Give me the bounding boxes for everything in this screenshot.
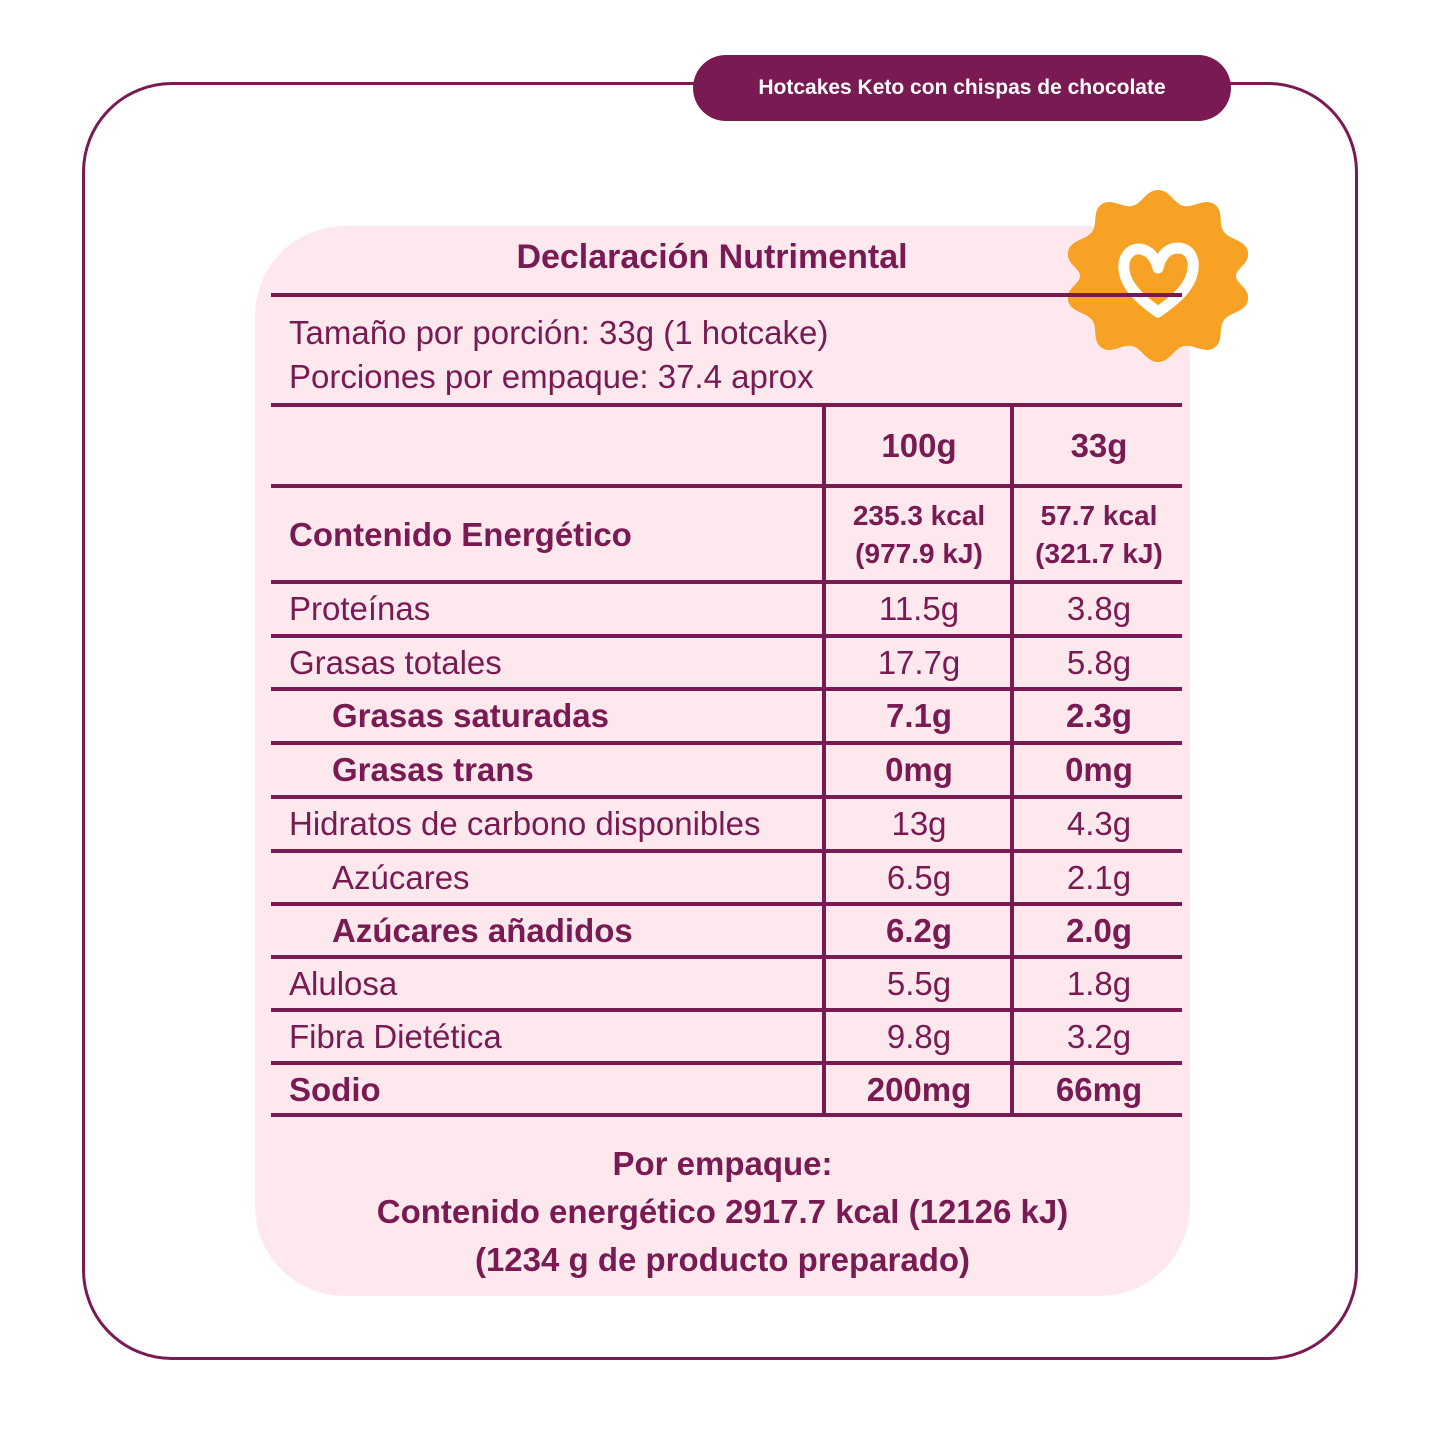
row-label-grasas-trans: Grasas trans (332, 751, 534, 788)
row-label-azucares: Azúcares (332, 859, 470, 896)
row-value-33g: 3.2g (1066, 1018, 1132, 1055)
servings-per-package: Porciones por empaque: 37.4 aprox (289, 358, 814, 395)
heart-icon (1068, 190, 1248, 362)
divider (271, 1061, 1182, 1065)
product-tag: Hotcakes Keto con chispas de chocolate (693, 55, 1231, 121)
row-value-100g: 0mg (885, 751, 953, 788)
divider (271, 1008, 1182, 1012)
row-value-100g: 11.5g (878, 590, 960, 627)
column-header-100g: 100g (881, 427, 957, 464)
divider (271, 484, 1182, 488)
row-value-33g: 2.3g (1065, 697, 1133, 734)
divider (271, 849, 1182, 853)
row-value-33g: 3.8g (1066, 590, 1132, 627)
divider (271, 795, 1182, 799)
energy-kcal-100g: 235.3 kcal (852, 499, 986, 531)
row-label-proteinas: Proteínas (289, 590, 431, 627)
energy-value-100g: 235.3 kcal (977.9 kJ) (827, 488, 1011, 581)
divider (271, 634, 1182, 638)
row-value-33g: 2.0g (1065, 912, 1133, 949)
package-energy: Contenido energético 2917.7 kcal (12126 … (376, 1193, 1069, 1230)
row-value-33g: 4.3g (1066, 805, 1132, 842)
divider (271, 741, 1182, 745)
row-label-fibra: Fibra Dietética (289, 1018, 502, 1055)
row-value-100g: 7.1g (885, 697, 953, 734)
divider (271, 293, 1182, 297)
energy-kcal-33g: 57.7 kcal (1040, 499, 1158, 531)
divider (271, 1113, 1182, 1117)
row-value-100g: 200mg (866, 1071, 972, 1108)
energy-kj-100g: (977.9 kJ) (855, 537, 983, 569)
package-weight: (1234 g de producto preparado) (474, 1241, 971, 1278)
row-value-100g: 17.7g (877, 644, 961, 681)
divider (271, 687, 1182, 691)
row-value-33g: 2.1g (1066, 859, 1132, 896)
row-value-33g: 0mg (1065, 751, 1133, 788)
serving-size: Tamaño por porción: 33g (1 hotcake) (289, 314, 829, 351)
row-value-100g: 6.2g (885, 912, 953, 949)
row-label-hidratos: Hidratos de carbono disponibles (289, 805, 761, 842)
package-summary-heading: Por empaque: (612, 1145, 833, 1182)
column-header-33g: 33g (1070, 427, 1128, 464)
row-value-33g: 5.8g (1066, 644, 1132, 681)
column-divider (822, 405, 826, 1116)
row-label-sodio: Sodio (289, 1071, 381, 1108)
divider (271, 902, 1182, 906)
divider (271, 580, 1182, 584)
panel-title: Declaración Nutrimental (516, 238, 908, 276)
row-value-100g: 13g (891, 805, 947, 842)
energy-value-33g: 57.7 kcal (321.7 kJ) (1015, 488, 1183, 581)
column-divider (1010, 405, 1014, 1116)
row-value-100g: 6.5g (886, 859, 952, 896)
divider (271, 955, 1182, 959)
row-value-100g: 9.8g (886, 1018, 952, 1055)
divider (271, 403, 1182, 407)
energy-kj-33g: (321.7 kJ) (1035, 537, 1163, 569)
package-summary: Por empaque: Contenido energético 2917.7… (270, 1140, 1175, 1284)
row-label-alulosa: Alulosa (289, 965, 398, 1002)
row-value-33g: 1.8g (1066, 965, 1132, 1002)
energy-label: Contenido Energético (289, 515, 632, 553)
row-value-33g: 66mg (1055, 1071, 1143, 1108)
row-label-grasas-saturadas: Grasas saturadas (332, 697, 610, 734)
row-label-grasas-totales: Grasas totales (289, 644, 502, 681)
row-value-100g: 5.5g (886, 965, 952, 1002)
row-label-azucares-anadidos: Azúcares añadidos (332, 912, 633, 949)
